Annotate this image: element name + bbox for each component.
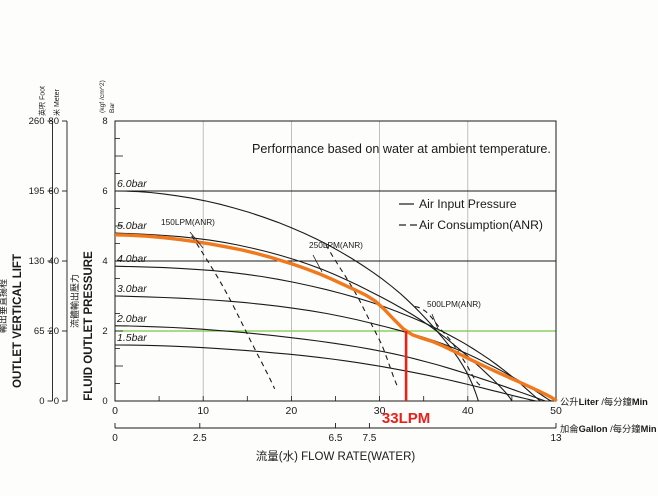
svg-text:33LPM: 33LPM [382,410,430,427]
svg-text:FLUID OUTLET PRESSURE: FLUID OUTLET PRESSURE [83,251,95,401]
svg-text:英呎 Foot: 英呎 Foot [38,86,47,116]
svg-text:Performance based on water at: Performance based on water at ambient te… [252,142,551,156]
svg-text:OUTLET VERTICAL LIFT: OUTLET VERTICAL LIFT [12,254,24,388]
svg-text:500LPM(ANR): 500LPM(ANR) [427,299,481,309]
svg-text:20: 20 [286,405,298,417]
svg-text:流體輸出壓力: 流體輸出壓力 [69,274,80,328]
svg-text:195: 195 [29,186,45,197]
svg-text:4.0bar: 4.0bar [117,253,147,265]
svg-text:80: 80 [48,116,59,127]
svg-text:公升Liter /每分鐘Min: 公升Liter /每分鐘Min [560,396,648,407]
svg-text:Bar: Bar [109,102,116,113]
svg-text:10: 10 [197,405,209,417]
svg-text:6.0bar: 6.0bar [117,178,147,190]
svg-text:65: 65 [34,326,45,337]
svg-text:加侖Gallon /每分鐘Min: 加侖Gallon /每分鐘Min [560,423,657,434]
svg-text:0: 0 [54,396,59,407]
svg-text:2: 2 [102,326,107,337]
svg-text:1.5bar: 1.5bar [117,332,147,344]
svg-text:流量(水) FLOW RATE(WATER): 流量(水) FLOW RATE(WATER) [256,449,416,463]
svg-text:8: 8 [102,116,107,127]
svg-text:2.5: 2.5 [193,433,207,444]
svg-text:60: 60 [48,186,59,197]
svg-text:20: 20 [48,326,59,337]
svg-text:(kgf /cm^2): (kgf /cm^2) [99,80,106,113]
svg-text:4: 4 [102,256,107,267]
svg-text:5.0bar: 5.0bar [117,220,147,232]
svg-text:0: 0 [112,405,118,417]
svg-text:130: 130 [29,256,45,267]
svg-text:260: 260 [29,116,45,127]
svg-text:6.5: 6.5 [329,433,343,444]
svg-text:Air Input Pressure: Air Input Pressure [419,197,517,211]
svg-text:3.0bar: 3.0bar [117,283,147,295]
svg-text:輸出垂直揚程: 輸出垂直揚程 [0,279,8,333]
svg-text:0: 0 [112,433,118,444]
svg-text:0: 0 [102,396,107,407]
svg-text:40: 40 [462,405,474,417]
svg-text:13: 13 [550,433,562,444]
svg-text:米 Meter: 米 Meter [52,88,61,116]
svg-text:2.0bar: 2.0bar [116,313,147,325]
svg-text:Air Consumption(ANR): Air Consumption(ANR) [419,218,543,232]
svg-text:250LPM(ANR): 250LPM(ANR) [309,240,363,250]
svg-text:150LPM(ANR): 150LPM(ANR) [161,217,215,227]
svg-text:7.5: 7.5 [362,433,376,444]
svg-text:0: 0 [39,396,44,407]
svg-text:40: 40 [48,256,59,267]
svg-text:6: 6 [102,186,107,197]
